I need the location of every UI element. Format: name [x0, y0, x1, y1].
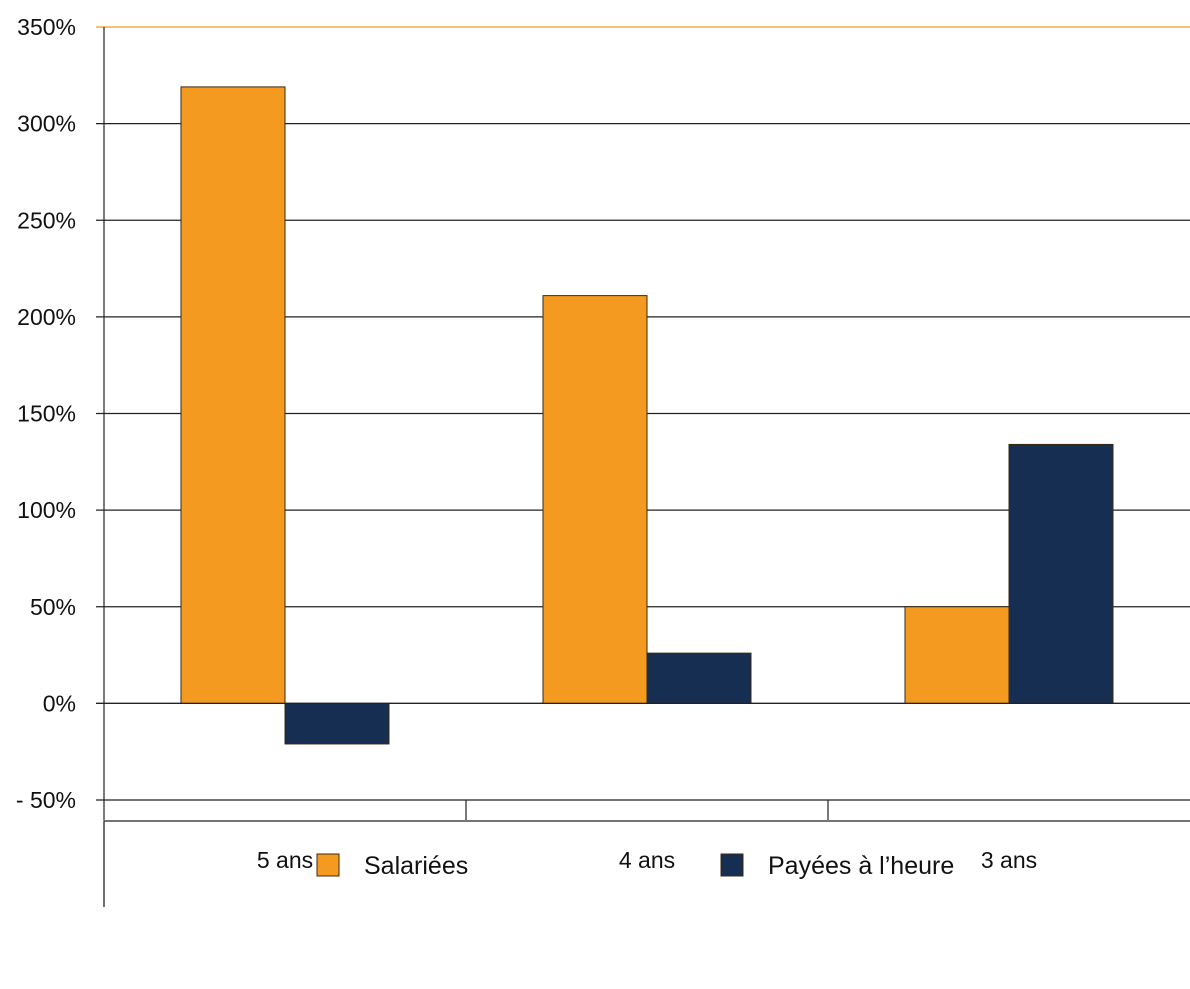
legend-swatch	[316, 853, 340, 877]
y-tick-label: 150%	[17, 401, 76, 427]
axes	[96, 27, 1190, 820]
bar-payees-a-l-heure	[646, 652, 752, 704]
legend-swatch	[720, 853, 744, 877]
legend: Salariées Payées à l’heure	[103, 820, 1190, 907]
bar-payees-a-l-heure	[1008, 443, 1114, 704]
y-tick-label: 200%	[17, 304, 76, 330]
bar-salariees	[542, 295, 648, 704]
y-tick-label: - 50%	[16, 787, 76, 813]
bar-salariees	[180, 86, 286, 704]
legend-frame	[103, 820, 1190, 907]
y-tick-label: 300%	[17, 111, 76, 137]
bars	[180, 86, 1114, 745]
y-axis-tick-labels: - 50% 0% 50% 100% 150% 200% 250% 300% 350%	[16, 14, 76, 813]
bar-salariees	[904, 606, 1010, 704]
x-category-label: 3 ans	[981, 847, 1037, 873]
x-category-label: 4 ans	[619, 847, 675, 873]
y-tick-label: 50%	[30, 594, 76, 620]
y-tick-label: 250%	[17, 207, 76, 233]
bar-payees-a-l-heure	[284, 702, 390, 745]
x-axis-category-labels: 5 ans 4 ans 3 ans	[257, 847, 1037, 873]
y-tick-label: 100%	[17, 497, 76, 523]
y-tick-label: 350%	[17, 14, 76, 40]
x-category-label: 5 ans	[257, 847, 313, 873]
y-tick-label: 0%	[43, 690, 76, 716]
legend-label: Salariées	[364, 852, 468, 880]
legend-label: Payées à l’heure	[768, 852, 954, 880]
